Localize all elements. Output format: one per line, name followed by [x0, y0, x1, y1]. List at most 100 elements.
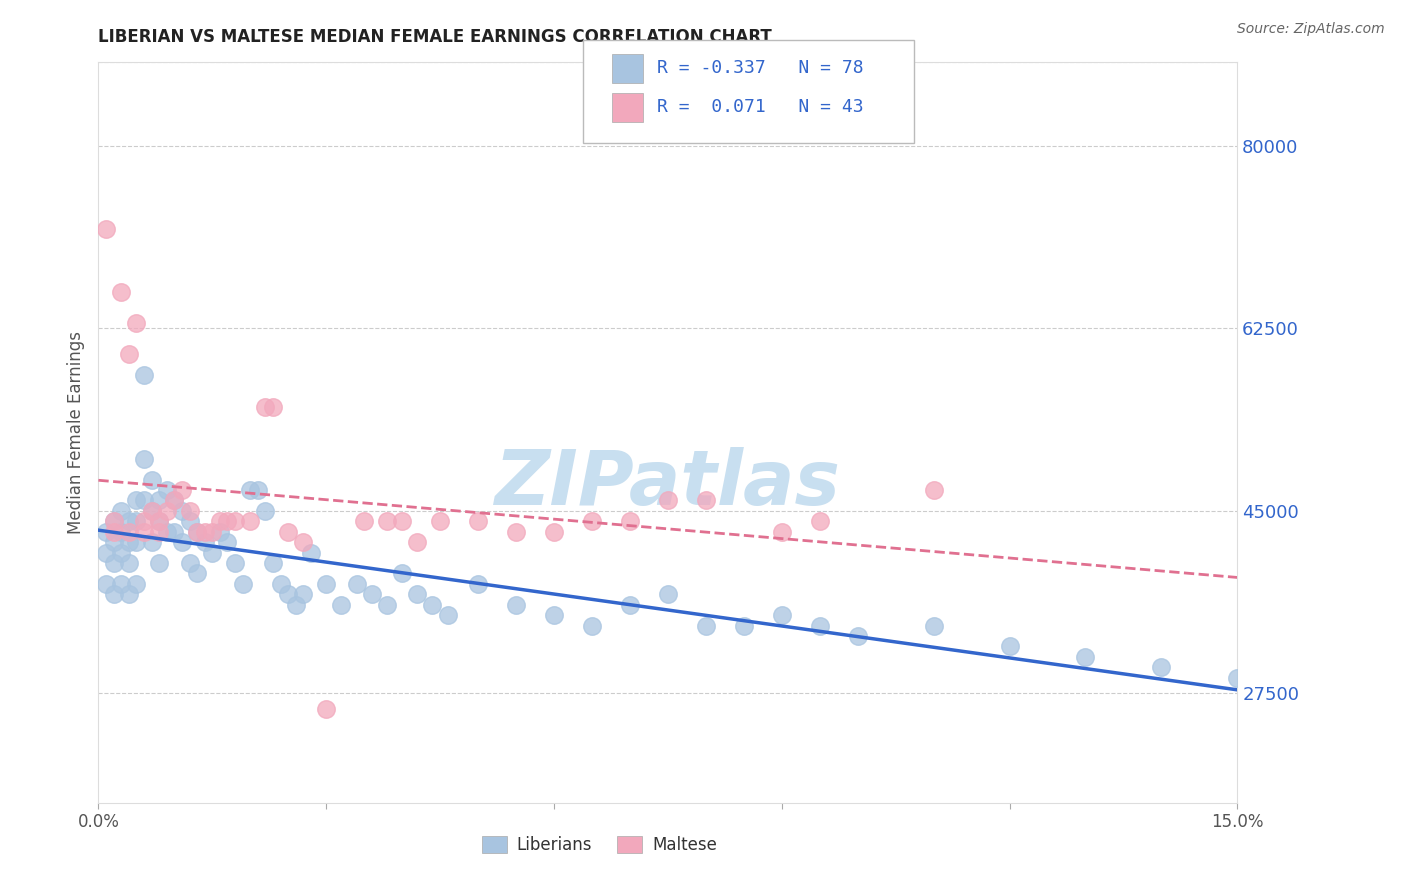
Point [148, 514, 170, 528]
Point [217, 535, 239, 549]
Point [262, 556, 284, 570]
Point [292, 535, 315, 549]
Point [733, 618, 755, 632]
Point [186, 524, 208, 539]
Point [170, 535, 193, 549]
Point [118, 587, 141, 601]
Point [262, 400, 284, 414]
Point [217, 514, 239, 528]
Point [467, 577, 489, 591]
Point [619, 598, 641, 612]
Point [110, 577, 132, 591]
Point [125, 316, 148, 330]
Point [103, 514, 125, 528]
Point [422, 598, 444, 612]
Point [277, 587, 299, 601]
Point [118, 347, 141, 361]
Point [201, 524, 224, 539]
Point [770, 608, 793, 623]
Point [391, 514, 413, 528]
Point [292, 587, 315, 601]
Point [110, 545, 132, 559]
Point [148, 524, 170, 539]
Point [132, 451, 155, 466]
Point [391, 566, 413, 581]
Point [179, 556, 201, 570]
Point [141, 535, 163, 549]
Point [429, 514, 451, 528]
Point [581, 514, 603, 528]
Point [156, 483, 179, 497]
Point [998, 640, 1021, 654]
Point [132, 524, 155, 539]
Point [132, 514, 155, 528]
Point [163, 493, 186, 508]
Point [110, 504, 132, 518]
Point [239, 514, 262, 528]
Text: R = -0.337   N = 78: R = -0.337 N = 78 [657, 59, 863, 77]
Point [657, 587, 679, 601]
Point [346, 577, 368, 591]
Point [170, 504, 193, 518]
Point [436, 608, 458, 623]
Point [270, 577, 292, 591]
Point [118, 524, 141, 539]
Point [208, 524, 231, 539]
Point [103, 535, 125, 549]
Point [581, 618, 603, 632]
Point [132, 493, 155, 508]
Point [132, 368, 155, 383]
Point [846, 629, 869, 643]
Point [246, 483, 269, 497]
Point [406, 587, 429, 601]
Point [156, 524, 179, 539]
Point [201, 545, 224, 559]
Text: Source: ZipAtlas.com: Source: ZipAtlas.com [1237, 22, 1385, 37]
Point [695, 493, 717, 508]
Legend: Liberians, Maltese: Liberians, Maltese [475, 830, 724, 861]
Point [148, 514, 170, 528]
Point [375, 514, 398, 528]
Point [94, 524, 117, 539]
Point [103, 524, 125, 539]
Point [118, 514, 141, 528]
Point [125, 514, 148, 528]
Point [125, 493, 148, 508]
Point [125, 535, 148, 549]
Point [224, 556, 246, 570]
Point [194, 535, 217, 549]
Point [808, 618, 831, 632]
Point [922, 618, 945, 632]
Point [170, 483, 193, 497]
Point [406, 535, 429, 549]
Point [353, 514, 375, 528]
Point [103, 587, 125, 601]
Point [141, 504, 163, 518]
Point [284, 598, 307, 612]
Text: R =  0.071   N = 43: R = 0.071 N = 43 [657, 98, 863, 116]
Point [232, 577, 254, 591]
Point [148, 493, 170, 508]
Point [505, 524, 527, 539]
Point [1074, 649, 1097, 664]
Point [103, 556, 125, 570]
Point [110, 285, 132, 299]
Point [808, 514, 831, 528]
Point [163, 524, 186, 539]
Point [505, 598, 527, 612]
Point [254, 400, 277, 414]
Point [179, 514, 201, 528]
Point [118, 556, 141, 570]
Point [186, 566, 208, 581]
Point [330, 598, 353, 612]
Point [543, 524, 565, 539]
Point [94, 222, 117, 236]
Point [375, 598, 398, 612]
Point [315, 702, 337, 716]
Point [239, 483, 262, 497]
Y-axis label: Median Female Earnings: Median Female Earnings [66, 331, 84, 534]
Point [110, 524, 132, 539]
Point [125, 577, 148, 591]
Point [94, 577, 117, 591]
Point [156, 504, 179, 518]
